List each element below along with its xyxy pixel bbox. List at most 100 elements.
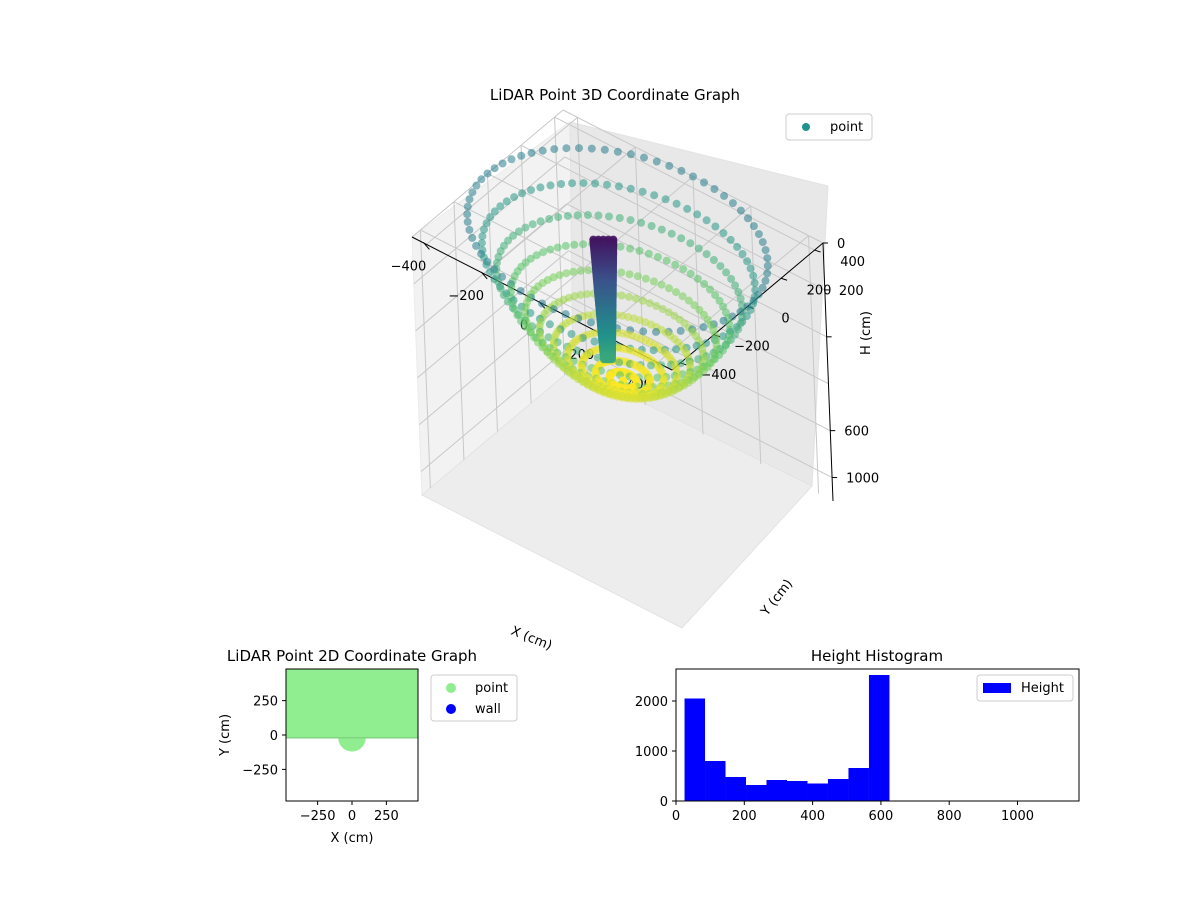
surface-point [498,159,507,168]
surface-point [720,191,729,200]
surface-point [517,151,526,160]
surface-point [513,311,522,320]
surface-point [583,290,592,299]
surface-point [658,305,667,313]
surface-point [563,211,572,220]
surface-point [722,268,731,277]
surface-point [576,290,585,299]
surface-point [758,238,767,247]
surface-point [600,145,609,154]
surface-point [709,256,718,264]
surface-point [754,230,763,239]
x-tick-label-hist: 400 [800,809,825,824]
surface-point [626,184,635,193]
surface-point [472,181,481,190]
histogram-bar [868,675,890,801]
surface-point [763,269,772,278]
histogram-title: Height Histogram [811,647,943,665]
surface-point [727,274,736,283]
surface-point [700,178,708,187]
surface-point [614,182,623,191]
histogram-bar [827,779,849,801]
surface-point [573,346,582,355]
legend-point-label-2d: point [475,681,508,696]
surface-point [672,288,680,297]
surface-point [539,248,548,257]
surface-point [711,291,720,300]
surface-point [632,395,641,403]
surface-point [694,244,703,253]
surface-point [649,277,658,286]
plot-frame-hist [675,668,1080,802]
surface-point [686,269,695,278]
x-tick-label-2d: −250 [300,809,336,824]
surface-point [573,211,582,220]
surface-point [640,153,648,162]
histogram-bar [725,777,747,801]
surface-point [472,241,481,250]
surface-point [716,262,725,271]
surface-point [725,320,734,328]
y-tick-label-hist: 0 [660,795,668,810]
surface-point [527,186,535,195]
surface-point [638,187,647,196]
surface-point [499,291,508,300]
z-tick-label-3d: 600 [844,425,869,440]
z-tick-label-3d: 0 [837,237,845,252]
surface-point [575,144,583,153]
surface-point [616,242,625,251]
surface-point [590,337,599,346]
surface-point [562,144,571,153]
surface-point [731,281,740,290]
surface-point [532,251,541,260]
surface-point [657,225,666,234]
surface-point [689,172,697,181]
surface-point [677,166,686,175]
surface-point [605,212,613,221]
surface-point [603,180,611,189]
surface-point [507,155,516,164]
legend-3d: point [785,113,873,141]
surface-point [645,299,654,308]
surface-point [554,213,563,222]
surface-point [662,256,671,265]
surface-point [463,217,472,226]
z-tick-label-3d: 200 [839,284,864,299]
y-tick-label-3d: −400 [701,368,737,383]
surface-point [490,164,499,173]
legend-2d: point wall [430,674,518,722]
surface-point [763,254,772,263]
surface-point [587,144,596,153]
surface-point [635,246,644,255]
surface-point [653,373,662,382]
x-tick-label-hist: 1000 [1001,809,1034,824]
y-tick-3d [814,249,821,253]
surface-point [538,299,546,308]
histogram-bar [848,768,869,801]
surface-point [584,266,593,275]
surface-point [702,216,711,225]
surface-point [465,225,474,234]
surface-point [711,222,720,231]
surface-point [761,246,770,255]
surface-point [579,240,588,249]
histogram-bar [705,761,726,801]
surface-point [528,220,537,229]
histogram-bar [786,781,808,801]
surface-point [468,233,477,242]
legend-point-marker-2d [446,683,456,693]
x-tick-label-hist: 600 [869,809,894,824]
surface-point [561,241,570,250]
surface-point [518,189,527,198]
surface-point [633,272,642,281]
surface-point [482,219,491,228]
surface-point [615,358,624,367]
surface-point [478,232,487,241]
surface-point [690,301,699,310]
surface-point [743,257,752,266]
surface-point [728,199,737,208]
legend-wall-marker [446,704,456,714]
surface-point [465,195,474,204]
surface-point [557,180,566,188]
pane-floor [421,367,813,629]
